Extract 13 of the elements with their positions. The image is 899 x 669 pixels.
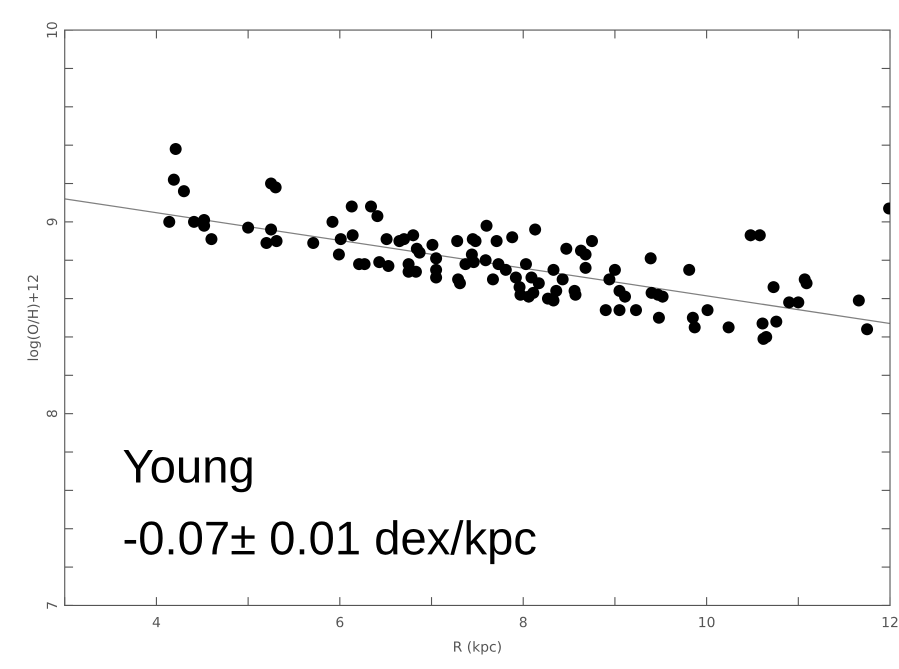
x-tick-label: 12 [882,616,898,628]
x-tick-label: 6 [336,616,344,628]
x-axis-title: R (kpc) [454,641,501,655]
y-tick-label: 10 [46,22,58,38]
annotation: Young [124,450,252,492]
y-tick-label: 9 [46,218,58,226]
y-axis-title: log(O/H)+12 [27,275,41,360]
y-tick-label: 7 [46,602,57,609]
x-tick-label: 8 [520,616,527,628]
x-tick-label: 10 [699,616,715,628]
x-tick-label: 4 [152,616,160,628]
annotation: -0.07± 0.01 dex/kpc [124,520,536,564]
y-tick-label: 8 [46,410,58,418]
